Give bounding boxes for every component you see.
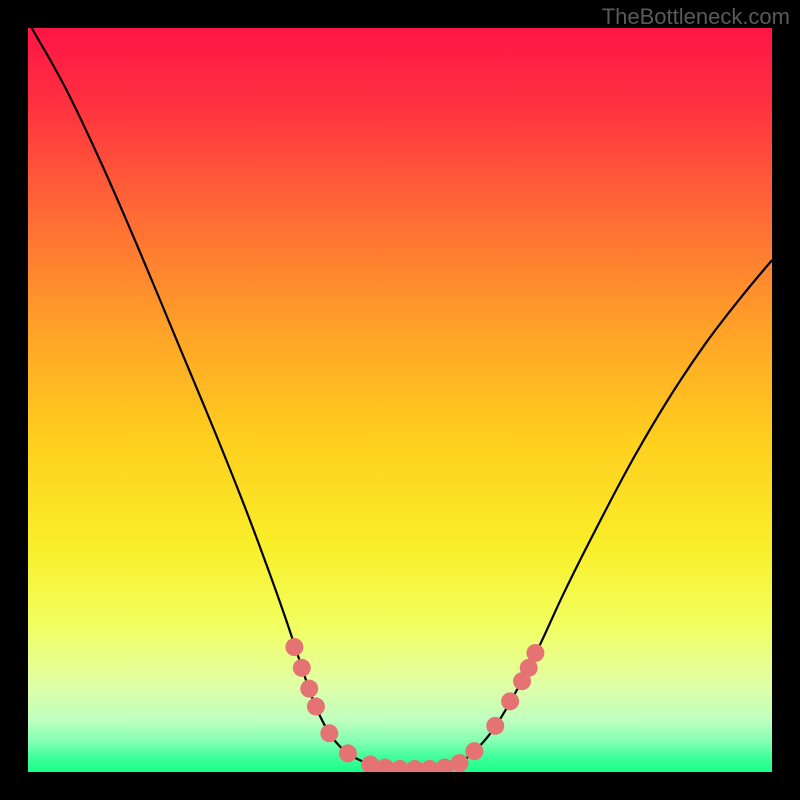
marker-dot xyxy=(307,698,325,716)
gradient-background xyxy=(28,28,772,772)
marker-dot xyxy=(501,692,519,710)
marker-dot xyxy=(285,638,303,656)
marker-dot xyxy=(339,744,357,762)
marker-dot xyxy=(451,754,469,772)
marker-dot xyxy=(526,644,544,662)
chart-svg xyxy=(28,28,772,772)
marker-dot xyxy=(486,717,504,735)
chart-plot-area xyxy=(28,28,772,772)
marker-dot xyxy=(300,680,318,698)
marker-dot xyxy=(320,724,338,742)
watermark-text: TheBottleneck.com xyxy=(602,4,790,30)
marker-dot xyxy=(293,659,311,677)
marker-dot xyxy=(465,742,483,760)
